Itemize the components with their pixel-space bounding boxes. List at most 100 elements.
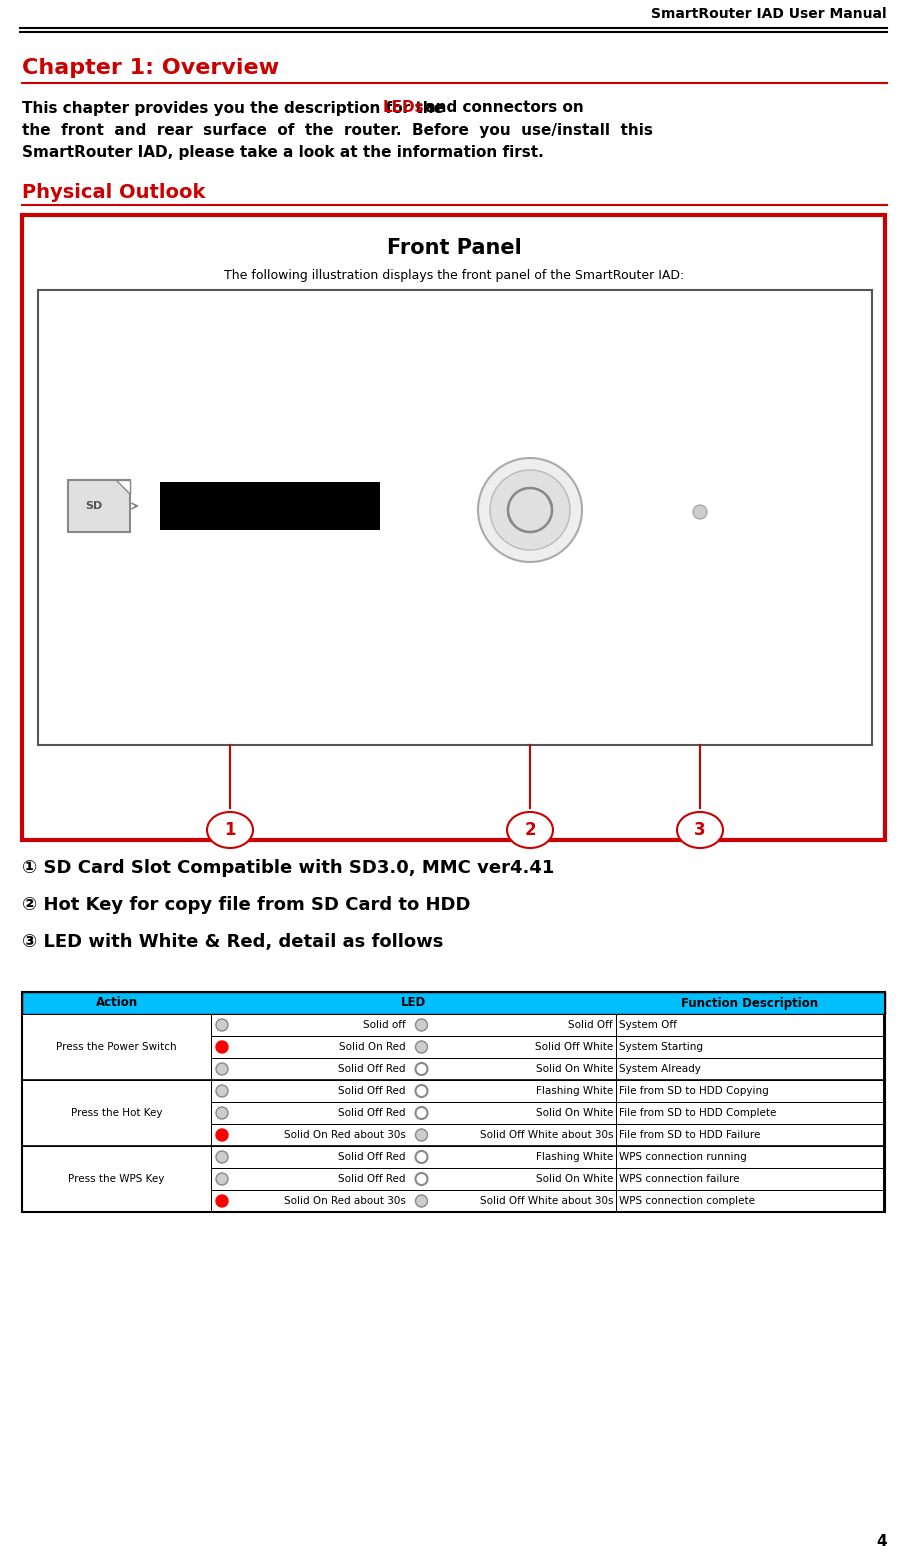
- Bar: [616, 1080, 883, 1102]
- Bar: [211, 1080, 616, 1102]
- Circle shape: [415, 1195, 427, 1207]
- Text: Solid Off Red: Solid Off Red: [338, 1152, 405, 1162]
- Text: Press the Hot Key: Press the Hot Key: [71, 1108, 162, 1117]
- Text: Solid On Red about 30s: Solid On Red about 30s: [284, 1130, 405, 1141]
- Text: WPS connection running: WPS connection running: [619, 1152, 746, 1162]
- Text: the  front  and  rear  surface  of  the  router.  Before  you  use/install  this: the front and rear surface of the router…: [22, 123, 653, 138]
- Circle shape: [415, 1041, 427, 1052]
- Circle shape: [490, 470, 570, 549]
- Circle shape: [415, 1107, 427, 1119]
- Text: Solid Off: Solid Off: [569, 1020, 613, 1031]
- Text: Flashing White: Flashing White: [536, 1086, 613, 1096]
- Bar: [616, 1013, 883, 1037]
- Bar: [211, 1169, 616, 1190]
- Bar: [160, 483, 380, 529]
- Text: Solid Off Red: Solid Off Red: [338, 1065, 405, 1074]
- Bar: [616, 1102, 883, 1124]
- Circle shape: [216, 1195, 228, 1207]
- Text: Solid On White: Solid On White: [536, 1108, 613, 1117]
- Bar: [22, 992, 885, 1013]
- Bar: [616, 1190, 883, 1212]
- Text: WPS connection failure: WPS connection failure: [619, 1173, 739, 1184]
- Bar: [211, 1013, 616, 1037]
- Text: File from SD to HDD Failure: File from SD to HDD Failure: [619, 1130, 760, 1141]
- Circle shape: [415, 1152, 427, 1162]
- Text: Solid Off Red: Solid Off Red: [338, 1173, 405, 1184]
- Bar: [22, 992, 885, 1212]
- Polygon shape: [116, 480, 130, 494]
- Text: System Off: System Off: [619, 1020, 677, 1031]
- Text: Solid Off White: Solid Off White: [535, 1041, 613, 1052]
- Bar: [211, 1124, 616, 1145]
- Circle shape: [415, 1020, 427, 1031]
- Text: 2: 2: [524, 821, 536, 840]
- Bar: [616, 1145, 883, 1169]
- Bar: [38, 290, 872, 745]
- Text: Solid off: Solid off: [363, 1020, 405, 1031]
- Text: LEDs: LEDs: [383, 101, 424, 115]
- Circle shape: [216, 1063, 228, 1076]
- Circle shape: [216, 1128, 228, 1141]
- Text: SmartRouter IAD User Manual: SmartRouter IAD User Manual: [651, 8, 887, 22]
- Circle shape: [478, 458, 582, 562]
- Text: Solid Off Red: Solid Off Red: [338, 1086, 405, 1096]
- Ellipse shape: [207, 812, 253, 847]
- Text: LED: LED: [401, 996, 426, 1009]
- Text: Solid Off Red: Solid Off Red: [338, 1108, 405, 1117]
- Text: WPS connection complete: WPS connection complete: [619, 1197, 755, 1206]
- Text: Front Panel: Front Panel: [386, 237, 522, 258]
- Text: Press the WPS Key: Press the WPS Key: [68, 1173, 165, 1184]
- Text: SD: SD: [85, 501, 102, 511]
- Text: 3: 3: [694, 821, 706, 840]
- Circle shape: [415, 1173, 427, 1186]
- Circle shape: [216, 1107, 228, 1119]
- Text: SmartRouter IAD, please take a look at the information first.: SmartRouter IAD, please take a look at t…: [22, 144, 544, 160]
- Text: File from SD to HDD Complete: File from SD to HDD Complete: [619, 1108, 776, 1117]
- Text: Solid On White: Solid On White: [536, 1173, 613, 1184]
- Text: File from SD to HDD Copying: File from SD to HDD Copying: [619, 1086, 769, 1096]
- Text: Flashing White: Flashing White: [536, 1152, 613, 1162]
- Circle shape: [693, 504, 707, 518]
- Circle shape: [216, 1020, 228, 1031]
- Text: ② Hot Key for copy file from SD Card to HDD: ② Hot Key for copy file from SD Card to …: [22, 896, 471, 914]
- Text: Physical Outlook: Physical Outlook: [22, 183, 205, 202]
- Bar: [22, 1080, 211, 1145]
- Bar: [22, 216, 885, 840]
- Text: Solid Off White about 30s: Solid Off White about 30s: [480, 1197, 613, 1206]
- Text: 4: 4: [876, 1535, 887, 1549]
- Text: Function Description: Function Description: [681, 996, 818, 1009]
- Bar: [211, 1102, 616, 1124]
- Circle shape: [415, 1063, 427, 1076]
- Circle shape: [415, 1128, 427, 1141]
- Text: and connectors on: and connectors on: [420, 101, 584, 115]
- Bar: [616, 1124, 883, 1145]
- Circle shape: [216, 1085, 228, 1097]
- Bar: [616, 1058, 883, 1080]
- Text: Action: Action: [95, 996, 138, 1009]
- Circle shape: [415, 1085, 427, 1097]
- Text: System Already: System Already: [619, 1065, 701, 1074]
- Text: System Starting: System Starting: [619, 1041, 703, 1052]
- Bar: [22, 1145, 211, 1212]
- Text: Solid On White: Solid On White: [536, 1065, 613, 1074]
- Text: Solid Off White about 30s: Solid Off White about 30s: [480, 1130, 613, 1141]
- Text: The following illustration displays the front panel of the SmartRouter IAD:: The following illustration displays the …: [224, 268, 684, 281]
- Bar: [211, 1058, 616, 1080]
- Text: ③ LED with White & Red, detail as follows: ③ LED with White & Red, detail as follow…: [22, 933, 444, 951]
- Text: This chapter provides you the description for the: This chapter provides you the descriptio…: [22, 101, 449, 115]
- Bar: [211, 1145, 616, 1169]
- Bar: [211, 1037, 616, 1058]
- Text: Chapter 1: Overview: Chapter 1: Overview: [22, 57, 279, 78]
- Text: Solid On Red: Solid On Red: [339, 1041, 405, 1052]
- Bar: [22, 1013, 211, 1080]
- Circle shape: [216, 1041, 228, 1052]
- Ellipse shape: [677, 812, 723, 847]
- Bar: [616, 1037, 883, 1058]
- Circle shape: [216, 1173, 228, 1186]
- Bar: [68, 480, 130, 532]
- Circle shape: [216, 1152, 228, 1162]
- Ellipse shape: [507, 812, 553, 847]
- Text: Solid On Red about 30s: Solid On Red about 30s: [284, 1197, 405, 1206]
- Text: Press the Power Switch: Press the Power Switch: [56, 1041, 177, 1052]
- Bar: [616, 1169, 883, 1190]
